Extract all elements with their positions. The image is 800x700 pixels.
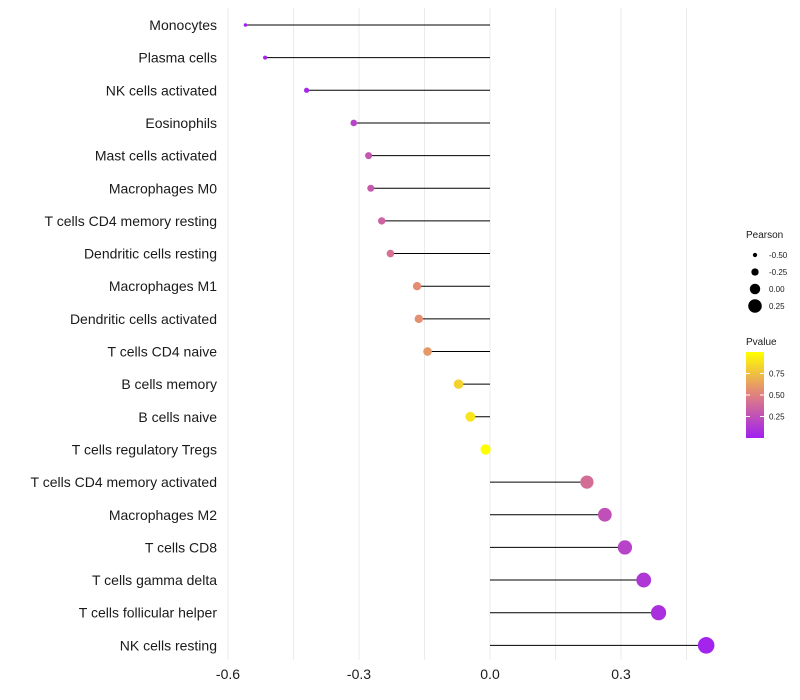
pearson-legend-label: -0.25	[769, 268, 788, 277]
x-tick-label: 0.3	[611, 666, 631, 682]
lollipop-point	[650, 605, 667, 621]
category-label: Plasma cells	[138, 50, 217, 66]
lollipop-point	[243, 23, 248, 27]
lollipop-point	[365, 152, 373, 160]
category-label: Macrophages M2	[109, 507, 217, 523]
pearson-legend-key	[752, 252, 758, 258]
y-axis-labels: Monocytes Plasma cells NK cells activated E…	[31, 17, 218, 653]
category-label: Eosinophils	[145, 115, 217, 131]
lollipop-point	[580, 475, 594, 489]
x-tick-label: -0.6	[216, 666, 240, 682]
pvalue-colorbar	[746, 352, 764, 438]
lollipop-point	[480, 444, 491, 455]
lollipop-point	[263, 55, 268, 60]
pearson-legend-label: 0.00	[769, 285, 785, 294]
lollipop-point	[453, 379, 464, 389]
category-label: T cells regulatory Tregs	[72, 441, 217, 457]
pvalue-legend-title: Pvalue	[746, 337, 777, 348]
pvalue-legend-label: 0.75	[769, 370, 785, 379]
category-label: NK cells resting	[120, 637, 217, 653]
lollipop-point	[617, 540, 633, 555]
stems	[245, 24, 707, 646]
points	[243, 23, 715, 654]
category-label: Mast cells activated	[95, 148, 217, 164]
pearson-legend-key	[748, 299, 762, 313]
x-tick-label: -0.3	[347, 666, 371, 682]
pearson-legend-title: Pearson	[746, 230, 783, 241]
pearson-legend: Pearson -0.50 -0.25 0.00 0.25	[746, 230, 788, 313]
category-label: Monocytes	[149, 17, 217, 33]
lollipop-point	[423, 347, 432, 356]
pvalue-legend-label: 0.50	[769, 391, 785, 400]
pvalue-legend: Pvalue 0.25 0.50 0.75	[746, 337, 785, 438]
lollipop-point	[636, 572, 652, 588]
lollipop-point	[412, 282, 422, 291]
category-label: T cells follicular helper	[79, 605, 218, 621]
pearson-legend-label: 0.25	[769, 302, 785, 311]
category-label: Dendritic cells activated	[70, 311, 217, 327]
pearson-legend-label: -0.50	[769, 251, 788, 260]
category-label: T cells CD8	[145, 539, 217, 555]
pvalue-legend-label: 0.25	[769, 413, 785, 422]
lollipop-point	[598, 507, 612, 522]
category-label: T cells CD4 memory resting	[45, 213, 217, 229]
category-label: Macrophages M1	[109, 278, 217, 294]
lollipop-point	[378, 217, 386, 225]
grid	[227, 8, 688, 660]
lollipop-point	[367, 184, 375, 192]
lollipop-point	[386, 249, 395, 258]
category-label: Macrophages M0	[109, 180, 217, 196]
pearson-legend-key	[749, 283, 761, 295]
category-label: T cells CD4 memory activated	[31, 474, 217, 490]
x-tick-label: 0.0	[480, 666, 500, 682]
category-label: Dendritic cells resting	[84, 246, 217, 262]
lollipop-point	[350, 119, 358, 127]
category-label: B cells naive	[138, 409, 217, 425]
category-label: B cells memory	[121, 376, 217, 392]
lollipop-point	[303, 87, 310, 93]
lollipop-point	[697, 637, 715, 654]
pearson-legend-key	[751, 268, 759, 276]
x-axis-ticks: -0.6 -0.3 0.0 0.3	[216, 666, 631, 682]
lollipop-point	[465, 411, 476, 422]
lollipop-point	[414, 314, 424, 324]
category-label: T cells CD4 naive	[108, 344, 218, 360]
category-label: NK cells activated	[106, 82, 217, 98]
category-label: T cells gamma delta	[92, 572, 217, 588]
